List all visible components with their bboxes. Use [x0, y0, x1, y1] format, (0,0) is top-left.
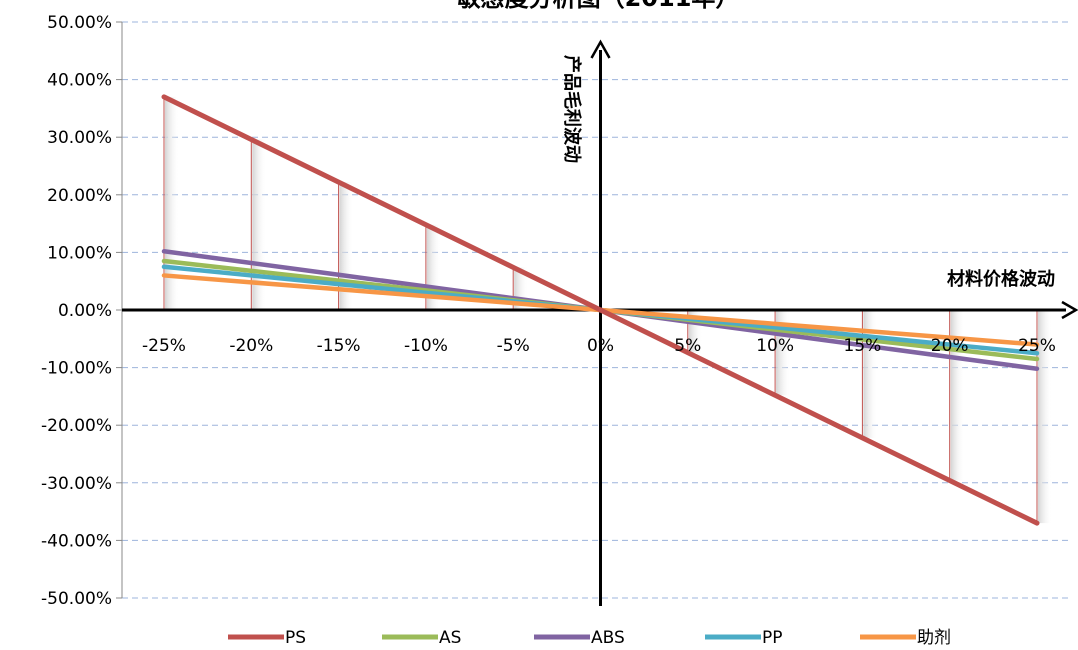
x-tick-label: -10% — [404, 336, 448, 356]
y-tick-label: 50.00% — [47, 13, 112, 33]
y-tick-label: 20.00% — [47, 186, 112, 206]
y-axis-title: 产品毛利波动 — [561, 55, 583, 163]
x-axis-arrow — [1061, 300, 1078, 320]
y-tick-label: -30.00% — [41, 474, 112, 494]
x-tick-label: 5% — [674, 336, 701, 356]
drop-line-shadow — [1038, 310, 1052, 524]
y-tick-label: 40.00% — [47, 71, 112, 91]
legend-label-AS: AS — [439, 628, 461, 648]
x-tick-label: 25% — [1018, 336, 1056, 356]
legend: PS AS ABS PP 助剂 — [228, 628, 951, 648]
axes — [116, 21, 1078, 606]
y-tick-label: -10.00% — [41, 359, 112, 379]
chart-title: 敏感度分析图（2011年） — [456, 0, 740, 12]
y-tick-label: 30.00% — [47, 128, 112, 148]
x-tick-label: 20% — [931, 336, 969, 356]
legend-label-PP: PP — [762, 628, 783, 648]
y-tick-label: -50.00% — [41, 589, 112, 609]
legend-label-助剂: 助剂 — [917, 628, 951, 648]
tick-labels: 50.00% 40.00% 30.00% 20.00% 10.00% 0.00% -10.0… — [41, 13, 1056, 609]
x-tick-label: 10% — [756, 336, 794, 356]
drop-line-shadow — [252, 139, 267, 310]
x-tick-label: -15% — [317, 336, 361, 356]
y-tick-label: -40.00% — [41, 531, 112, 551]
y-tick-label: 0.00% — [58, 301, 112, 321]
drop-line-shadow — [165, 96, 179, 310]
legend-label-PS: PS — [285, 628, 306, 648]
x-axis-title: 材料价格波动 — [947, 268, 1055, 290]
x-tick-label: -20% — [229, 336, 273, 356]
legend-label-ABS: ABS — [591, 628, 625, 648]
x-tick-label: -25% — [142, 336, 186, 356]
y-tick-label: -20.00% — [41, 416, 112, 436]
x-tick-label: 0% — [587, 336, 614, 356]
series-line-PS — [161, 94, 1040, 526]
y-tick-label: 10.00% — [47, 243, 112, 263]
x-tick-label: -5% — [497, 336, 530, 356]
gridlines — [122, 21, 1072, 599]
y-center-axis-arrow — [590, 39, 611, 59]
series-lines — [161, 94, 1040, 526]
x-tick-label: 15% — [844, 336, 882, 356]
